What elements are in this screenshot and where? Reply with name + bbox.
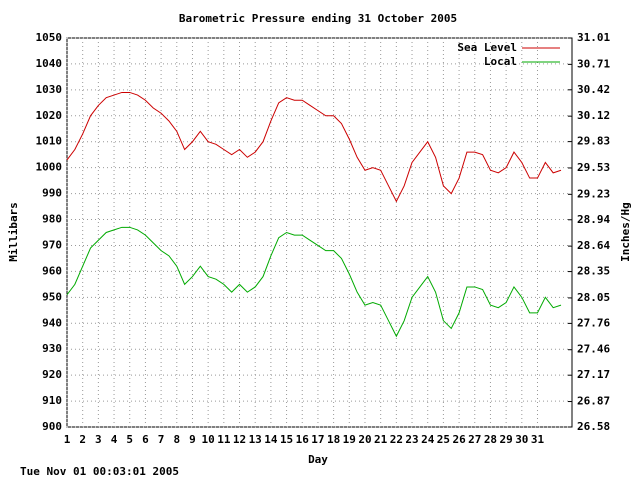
x-tick-label: 13 [249, 433, 262, 446]
x-tick-label: 7 [158, 433, 165, 446]
y-tick-label: 970 [42, 238, 62, 251]
x-tick-label: 12 [233, 433, 246, 446]
y2-tick-label: 27.46 [577, 343, 610, 356]
y2-tick-label: 28.64 [577, 239, 610, 252]
x-tick-label: 27 [468, 433, 481, 446]
legend-label: Local [484, 55, 517, 68]
y2-tick-label: 26.58 [577, 420, 610, 433]
chart-title: Barometric Pressure ending 31 October 20… [179, 12, 457, 25]
x-tick-label: 17 [311, 433, 324, 446]
y2-axis-label: Inches/Hg [619, 202, 632, 262]
x-tick-label: 1 [64, 433, 71, 446]
x-tick-label: 14 [264, 433, 278, 446]
y-tick-label: 980 [42, 213, 62, 226]
y-tick-label: 990 [42, 187, 62, 200]
x-tick-label: 20 [358, 433, 371, 446]
x-tick-label: 16 [296, 433, 310, 446]
y2-tick-label: 31.01 [577, 31, 610, 44]
y2-tick-label: 30.12 [577, 109, 610, 122]
x-tick-label: 23 [405, 433, 418, 446]
y2-tick-label: 29.83 [577, 135, 610, 148]
y-tick-label: 920 [42, 368, 62, 381]
x-tick-label: 3 [95, 433, 102, 446]
y-axis-label: Millibars [7, 202, 20, 262]
footer: Tue Nov 01 00:03:01 2005 [20, 465, 179, 478]
y2-tick-label: 30.42 [577, 83, 610, 96]
y2-tick-label: 28.35 [577, 265, 610, 278]
y-tick-label: 950 [42, 290, 62, 303]
y-tick-label: 910 [42, 394, 62, 407]
x-tick-label: 5 [126, 433, 133, 446]
x-tick-label: 8 [173, 433, 180, 446]
y-tick-label: 1020 [36, 109, 63, 122]
y2-tick-label: 26.87 [577, 395, 610, 408]
x-tick-label: 6 [142, 433, 149, 446]
x-tick-label: 28 [484, 433, 497, 446]
y2-tick-label: 27.76 [577, 316, 610, 329]
x-tick-label: 15 [280, 433, 293, 446]
x-tick-label: 19 [343, 433, 356, 446]
y-tick-label: 1000 [36, 161, 63, 174]
x-tick-label: 24 [421, 433, 435, 446]
x-tick-label: 18 [327, 433, 340, 446]
series-line [66, 226, 562, 338]
y2-tick-label: 28.05 [577, 291, 610, 304]
y-tick-label: 1040 [36, 57, 63, 70]
y-tick-label: 1030 [36, 83, 63, 96]
x-tick-label: 26 [452, 433, 466, 446]
y2-tick-label: 27.17 [577, 368, 610, 381]
x-tick-label: 29 [500, 433, 513, 446]
y2-tick-label: 28.94 [577, 213, 610, 226]
x-tick-label: 31 [531, 433, 545, 446]
y-tick-label: 900 [42, 420, 62, 433]
x-tick-label: 25 [437, 433, 450, 446]
x-tick-label: 4 [111, 433, 118, 446]
y2-tick-label: 29.23 [577, 187, 610, 200]
y-tick-label: 960 [42, 264, 62, 277]
x-tick-label: 21 [374, 433, 388, 446]
y-tick-label: 1010 [36, 135, 63, 148]
x-tick-label: 2 [79, 433, 86, 446]
x-tick-label: 11 [217, 433, 231, 446]
y-tick-label: 1050 [36, 31, 63, 44]
y2-tick-label: 30.71 [577, 57, 610, 70]
y-tick-label: 940 [42, 316, 62, 329]
x-tick-label: 22 [390, 433, 403, 446]
x-tick-label: 30 [515, 433, 528, 446]
legend-label: Sea Level [457, 41, 517, 54]
y-tick-label: 930 [42, 342, 62, 355]
series-line [66, 91, 562, 203]
x-tick-label: 9 [189, 433, 196, 446]
y2-tick-label: 29.53 [577, 161, 610, 174]
x-axis-label: Day [308, 453, 328, 466]
x-tick-label: 10 [202, 433, 215, 446]
